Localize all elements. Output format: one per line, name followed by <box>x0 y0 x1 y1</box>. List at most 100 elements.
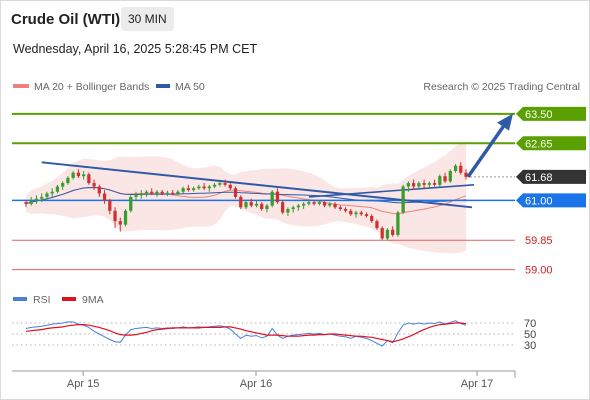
candle-body <box>55 186 60 192</box>
candle-body <box>45 193 49 197</box>
candle-body <box>370 215 374 222</box>
candle-body <box>228 184 232 189</box>
candle-body <box>108 200 112 211</box>
time-tick-label: Apr 15 <box>67 378 99 390</box>
ma50-legend-label: MA 50 <box>175 81 205 93</box>
candle-body <box>191 188 196 190</box>
time-tick-label: Apr 17 <box>461 378 493 390</box>
level-label-61-68: 61.68 <box>525 172 553 184</box>
candle-body <box>349 210 353 215</box>
candle-body <box>92 183 96 187</box>
candle-body <box>118 221 122 225</box>
candle-body <box>144 191 149 194</box>
candle-body <box>249 202 253 206</box>
level-tag-62-65 <box>516 136 586 151</box>
candle-body <box>102 193 107 201</box>
bollinger-band <box>26 141 466 254</box>
candle-body <box>34 198 39 201</box>
candle-body <box>338 207 342 210</box>
candle-body <box>165 192 170 194</box>
candle-body <box>233 188 238 197</box>
ma50-legend-swatch <box>156 84 170 88</box>
copyright-label: Research © 2025 Trading Central <box>423 81 580 93</box>
rsi-series-rsi <box>25 320 467 347</box>
candle-body <box>218 183 222 185</box>
time-axis: Apr 15 Apr 16 Apr 17 <box>12 370 516 390</box>
candle-body <box>160 191 164 194</box>
level-label-59-00: 59.00 <box>525 265 553 277</box>
candle-body <box>453 165 458 171</box>
candle-body <box>61 183 65 187</box>
candle-body <box>464 172 468 177</box>
candle-body <box>343 209 348 211</box>
candle-body <box>176 191 180 194</box>
candle-body <box>113 210 117 222</box>
ma9-legend-label: 9MA <box>82 294 104 306</box>
rsi-legend-swatch <box>13 297 27 301</box>
candle-body <box>396 212 400 235</box>
timeframe-badge[interactable]: 30 MIN <box>121 7 174 31</box>
level-label-61-00: 61.00 <box>525 195 553 207</box>
candle-body <box>186 188 191 190</box>
main-legend: MA 20 + Bollinger Bands MA 50 Research ©… <box>13 81 580 93</box>
candle-body <box>197 186 201 189</box>
candle-body <box>202 186 206 189</box>
candle-body <box>244 202 248 208</box>
candle-body <box>448 170 452 182</box>
time-tick-label: Apr 16 <box>240 378 272 390</box>
candle-body <box>40 196 44 199</box>
candle-body <box>301 203 306 206</box>
candle-body <box>181 188 185 192</box>
candle-body <box>129 196 133 211</box>
channel-line <box>308 184 475 198</box>
candle-body <box>417 183 421 187</box>
candle-body <box>24 202 28 204</box>
price-layer: 63.50 62.65 61.68 61.00 59.85 59.00 <box>12 106 586 277</box>
downtrend-line <box>41 161 473 209</box>
candle-body <box>322 202 327 206</box>
candle-body <box>291 207 295 210</box>
level-tag-63-50 <box>516 106 586 121</box>
rsi-legend-label: RSI <box>33 294 51 306</box>
instrument-title: Crude Oil (WTI) <box>11 11 121 28</box>
candle-body <box>359 212 363 215</box>
rsi-tick-30: 30 <box>524 340 536 352</box>
candle-body <box>364 214 369 216</box>
candle-body <box>432 183 437 185</box>
level-label-62-65: 62.65 <box>525 138 553 150</box>
candle-body <box>97 186 101 194</box>
candle-body <box>155 191 159 194</box>
candle-body <box>307 202 311 204</box>
candle-body <box>66 177 70 184</box>
datetime-label: Wednesday, April 16, 2025 5:28:45 PM CET <box>13 42 258 56</box>
candle-body <box>275 191 280 203</box>
projection-arrow-shaft <box>466 124 506 178</box>
candle-body <box>459 165 463 173</box>
candle-body <box>254 203 259 206</box>
rsi-tick-50: 50 <box>524 329 536 341</box>
candle-body <box>312 202 316 204</box>
candle-body <box>270 191 274 206</box>
candle-body <box>265 205 269 210</box>
candle-body <box>81 174 86 177</box>
candle-body <box>411 183 416 187</box>
candle-body <box>212 184 217 187</box>
candle-body <box>438 176 442 185</box>
candle-body <box>422 183 426 185</box>
candle-body <box>260 203 264 210</box>
candle-body <box>123 210 128 225</box>
candle-body <box>29 200 33 204</box>
rsi-series-9ma <box>25 322 467 343</box>
candle-body <box>296 205 301 208</box>
rsi-tick-70: 70 <box>524 318 536 330</box>
candle-body <box>286 209 290 213</box>
candle-body <box>333 203 337 208</box>
candle-body <box>354 212 358 215</box>
candle-body <box>139 193 143 196</box>
candle-body <box>328 203 332 206</box>
level-label-59-85: 59.85 <box>525 235 553 247</box>
projection-arrow-head <box>497 113 513 131</box>
candle-body <box>401 186 405 213</box>
